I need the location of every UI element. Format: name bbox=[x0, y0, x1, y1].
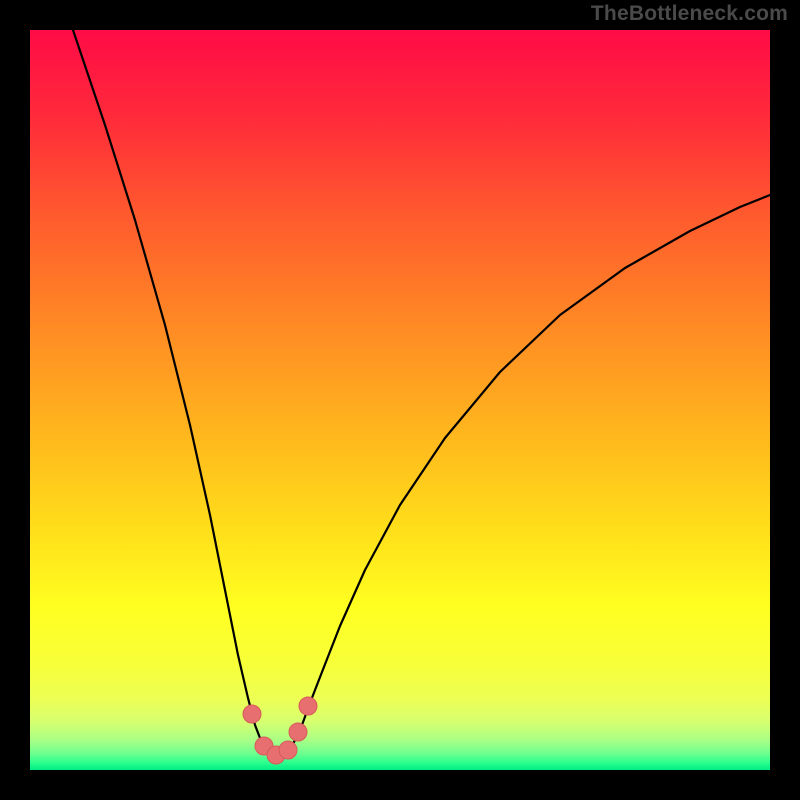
highlight-marker bbox=[289, 723, 307, 741]
highlight-marker bbox=[279, 741, 297, 759]
watermark-text: TheBottleneck.com bbox=[591, 2, 788, 26]
highlight-marker bbox=[299, 697, 317, 715]
plot-background bbox=[30, 30, 770, 770]
highlight-marker bbox=[243, 705, 261, 723]
bottleneck-curve-chart bbox=[0, 0, 800, 800]
chart-frame: TheBottleneck.com bbox=[0, 0, 800, 800]
